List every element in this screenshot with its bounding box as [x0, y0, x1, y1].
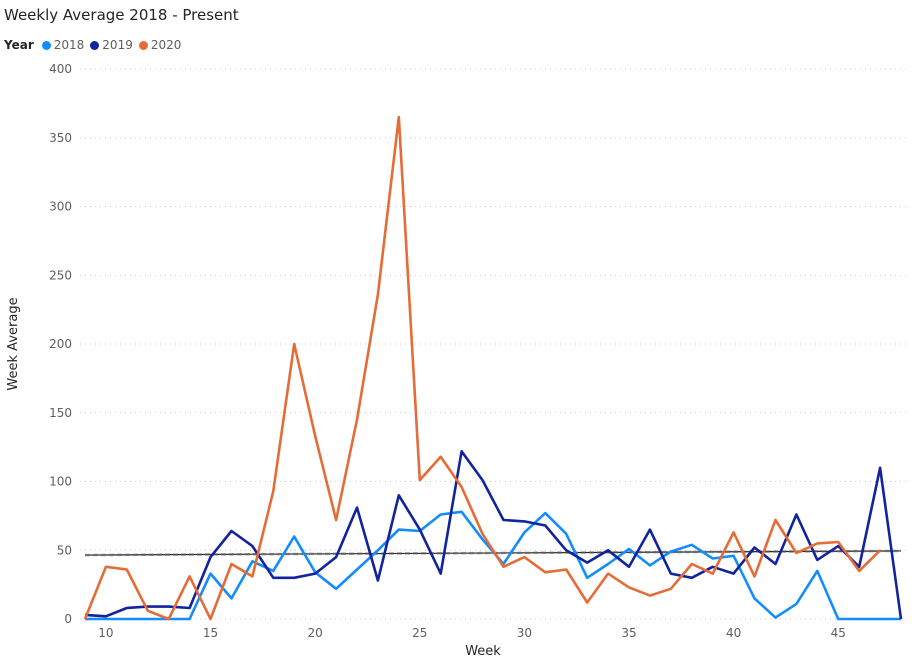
x-tick-label: 15: [203, 626, 218, 640]
legend-title: Year: [4, 38, 34, 52]
legend-item-2019[interactable]: 2019: [90, 38, 133, 52]
legend: Year 2018 2019 2020: [4, 38, 183, 52]
y-tick-label: 200: [49, 337, 72, 351]
y-tick-label: 350: [49, 131, 72, 145]
legend-item-2020[interactable]: 2020: [138, 38, 181, 52]
legend-item-2018[interactable]: 2018: [41, 38, 84, 52]
y-tick-label: 50: [57, 543, 72, 557]
y-tick-label: 100: [49, 475, 72, 489]
x-axis-label: Week: [465, 644, 501, 659]
chart-title: Weekly Average 2018 - Present: [4, 6, 239, 24]
series-line-2020: [83, 115, 882, 621]
y-tick-label: 150: [49, 406, 72, 420]
y-tick-label: 0: [64, 612, 72, 626]
x-tick-label: 20: [308, 626, 323, 640]
x-tick-label: 10: [98, 626, 113, 640]
y-tick-label: 400: [49, 62, 72, 76]
series-line-2019: [84, 450, 903, 620]
x-tick-label: 25: [412, 626, 427, 640]
legend-dot-icon: [41, 40, 51, 50]
x-tick-label: 40: [726, 626, 741, 640]
legend-dot-icon: [138, 40, 148, 50]
y-tick-label: 250: [49, 268, 72, 282]
legend-dot-icon: [90, 40, 100, 50]
y-axis-label: Week Average: [6, 297, 21, 390]
y-tick-label: 300: [49, 200, 72, 214]
x-tick-label: 30: [517, 626, 532, 640]
x-tick-label: 35: [621, 626, 636, 640]
x-tick-label: 45: [831, 626, 846, 640]
